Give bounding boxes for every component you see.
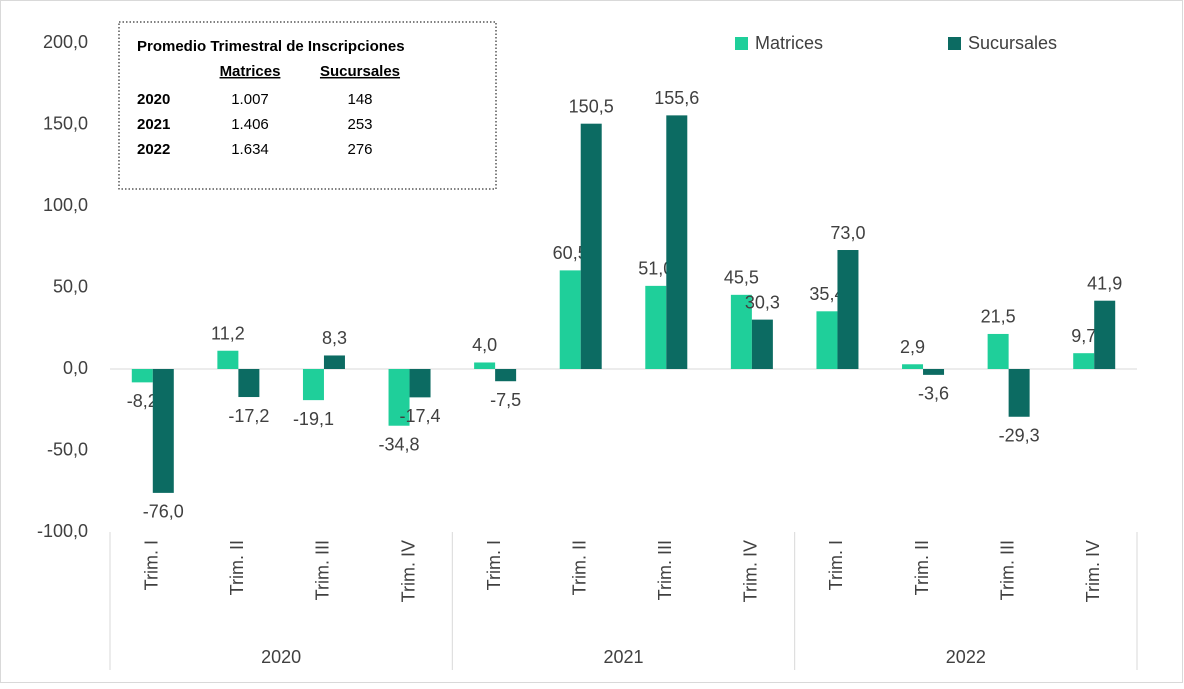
y-tick-label: 0,0 (63, 358, 88, 378)
bar (1073, 353, 1095, 369)
bar (645, 285, 667, 369)
bar (474, 362, 496, 369)
data-label: 150,5 (569, 96, 614, 116)
x-tick-label: Trim. II (912, 540, 932, 595)
legend-swatch (948, 37, 961, 50)
data-label: 9,7 (1071, 326, 1096, 346)
bar (495, 369, 517, 382)
inset-cell: 1.634 (231, 141, 269, 158)
group-label: 2022 (946, 647, 986, 667)
data-label: 41,9 (1087, 273, 1122, 293)
bar (559, 270, 581, 369)
bar (751, 319, 773, 369)
x-tick-label: Trim. II (227, 540, 247, 595)
bar (730, 294, 752, 369)
data-label: -3,6 (918, 384, 949, 404)
bar (152, 369, 174, 493)
x-tick-label: Trim. III (655, 540, 675, 600)
bar (388, 369, 410, 426)
data-label: 2,9 (900, 337, 925, 357)
data-label: -8,2 (127, 391, 158, 411)
data-label: 60,5 (553, 243, 588, 263)
y-tick-label: -100,0 (37, 521, 88, 541)
bar (987, 333, 1009, 369)
data-label: -34,8 (379, 434, 420, 454)
y-tick-label: -50,0 (47, 439, 88, 459)
data-label: -17,2 (228, 406, 269, 426)
legend-label: Sucursales (968, 33, 1057, 53)
bar (580, 123, 602, 369)
bar (409, 369, 431, 398)
inset-row-label: 2022 (137, 141, 170, 158)
bar (923, 369, 945, 375)
inset-cell: 253 (347, 116, 372, 133)
inset-cell: 148 (347, 91, 372, 108)
inset-row-label: 2020 (137, 91, 170, 108)
inset-title: Promedio Trimestral de Inscripciones (137, 38, 405, 55)
bar (837, 250, 859, 369)
x-tick-label: Trim. III (997, 540, 1017, 600)
bar (1008, 369, 1030, 417)
data-label: 4,0 (472, 335, 497, 355)
group-label: 2020 (261, 647, 301, 667)
x-tick-label: Trim. IV (398, 540, 418, 602)
data-label: -29,3 (999, 426, 1040, 446)
x-tick-label: Trim. II (569, 540, 589, 595)
inset-column: Sucursales (320, 63, 400, 80)
y-tick-label: 150,0 (43, 113, 88, 133)
y-tick-label: 200,0 (43, 32, 88, 52)
bar (1094, 300, 1116, 369)
x-tick-label: Trim. III (313, 540, 333, 600)
data-label: 73,0 (830, 223, 865, 243)
inset-cell: 1.406 (231, 116, 269, 133)
inset-cell: 276 (347, 141, 372, 158)
bar (902, 364, 924, 369)
data-label: 35,4 (809, 284, 844, 304)
bar (816, 311, 838, 369)
data-label: 30,3 (745, 292, 780, 312)
data-label: 51,0 (638, 259, 673, 279)
inset: Promedio Trimestral de Inscripciones Mat… (137, 38, 405, 158)
group-label: 2021 (603, 647, 643, 667)
y-tick-label: 50,0 (53, 276, 88, 296)
x-tick-label: Trim. I (826, 540, 846, 590)
x-tick-label: Trim. IV (741, 540, 761, 602)
x-tick-label: Trim. I (142, 540, 162, 590)
data-label: 11,2 (211, 323, 245, 343)
y-tick-label: 100,0 (43, 195, 88, 215)
data-label: -19,1 (293, 409, 334, 429)
bar (323, 355, 345, 369)
data-label: 8,3 (322, 328, 347, 348)
data-label: 45,5 (724, 268, 759, 288)
inset-row-label: 2021 (137, 116, 170, 133)
bar (666, 115, 688, 369)
bar (217, 350, 239, 369)
legend-label: Matrices (755, 33, 823, 53)
x-tick-label: Trim. I (484, 540, 504, 590)
bar (302, 369, 324, 401)
bar (238, 369, 260, 398)
inset-box (118, 21, 497, 190)
data-label: -17,4 (400, 406, 441, 426)
data-label: 155,6 (654, 88, 699, 108)
data-label: -7,5 (490, 390, 521, 410)
x-tick-label: Trim. IV (1083, 540, 1103, 602)
data-label: -76,0 (143, 502, 184, 522)
inset-cell: 1.007 (231, 91, 269, 108)
bar (131, 369, 153, 383)
inset-column: Matrices (220, 63, 281, 80)
legend-swatch (735, 37, 748, 50)
data-label: 21,5 (981, 307, 1016, 327)
